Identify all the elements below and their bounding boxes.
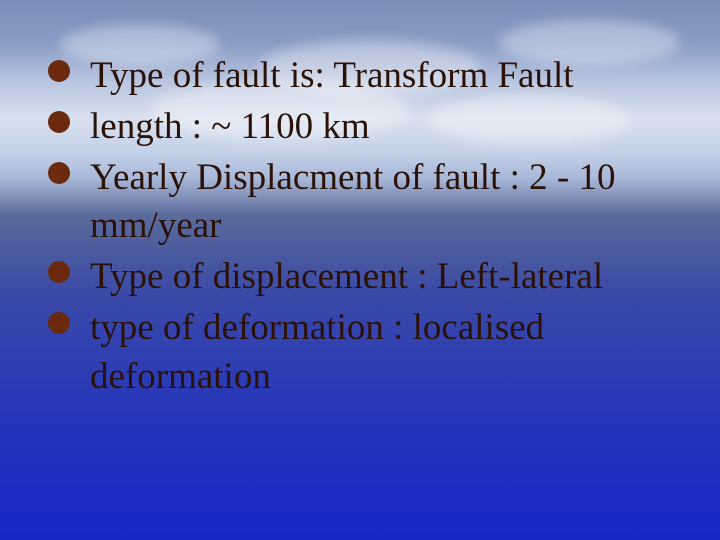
bullet-item: Type of fault is: Transform Fault bbox=[48, 52, 680, 101]
bullet-text: Type of fault is: Transform Fault bbox=[90, 55, 574, 96]
bullet-list: Type of fault is: Transform Fault length… bbox=[48, 52, 680, 404]
bullet-item: length : ~ 1100 km bbox=[48, 103, 680, 152]
bullet-text: length : ~ 1100 km bbox=[90, 106, 370, 147]
bullet-dot-icon bbox=[48, 312, 70, 334]
bullet-dot-icon bbox=[48, 60, 70, 82]
bullet-text: type of deformation : localised deformat… bbox=[90, 307, 544, 397]
presentation-slide: Type of fault is: Transform Fault length… bbox=[0, 0, 720, 540]
bullet-item: Yearly Displacment of fault : 2 - 10 mm/… bbox=[48, 154, 680, 252]
bullet-dot-icon bbox=[48, 261, 70, 283]
bullet-dot-icon bbox=[48, 111, 70, 133]
bullet-item: Type of displacement : Left-lateral bbox=[48, 253, 680, 302]
bullet-item: type of deformation : localised deformat… bbox=[48, 304, 680, 402]
bullet-text: Type of displacement : Left-lateral bbox=[90, 256, 603, 297]
bullet-text: Yearly Displacment of fault : 2 - 10 mm/… bbox=[90, 157, 615, 247]
bullet-dot-icon bbox=[48, 162, 70, 184]
